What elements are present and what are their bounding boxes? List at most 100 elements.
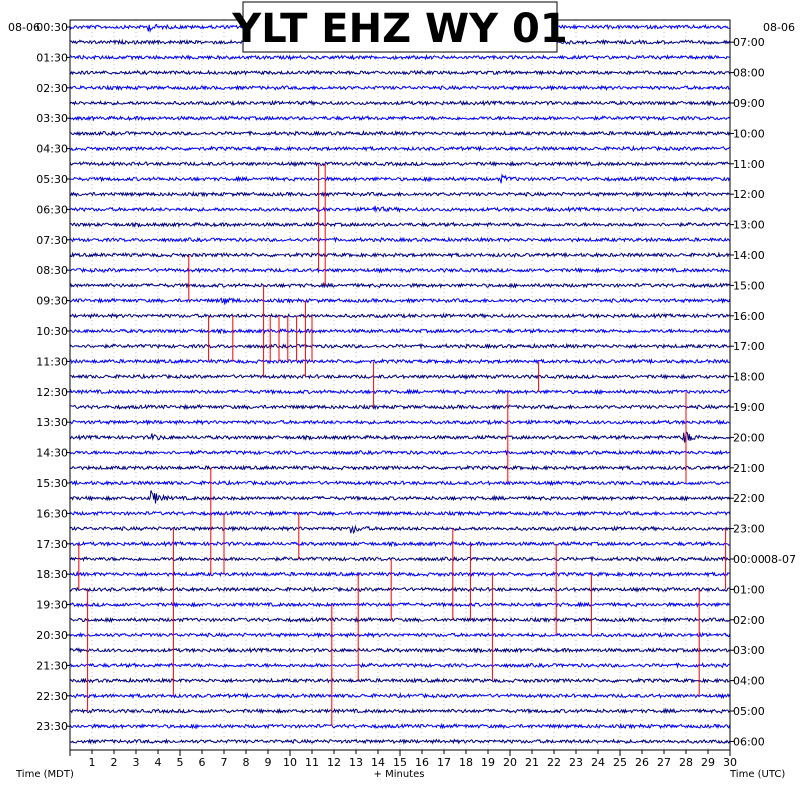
trace-line: [69, 69, 731, 76]
right-time-label: 21:00: [733, 462, 765, 475]
left-time-label: 10:30: [36, 325, 68, 338]
left-time-label: 00:30: [36, 21, 68, 34]
left-time-label: 07:30: [36, 234, 68, 247]
x-tick-label: 27: [657, 756, 671, 769]
trace-line: [69, 357, 731, 365]
trace-line: [69, 692, 731, 700]
trace-line: [69, 236, 731, 244]
right-time-label: 11:00: [733, 158, 765, 171]
x-tick-label: 12: [327, 756, 341, 769]
right-time-label: 03:00: [733, 644, 765, 657]
trace-line: [69, 662, 730, 669]
trace-line: [69, 115, 731, 122]
trace-line: [69, 431, 731, 443]
trace-line: [69, 173, 731, 184]
chart-title: YLT EHZ WY 01: [231, 6, 567, 52]
right-time-label: 17:00: [733, 340, 765, 353]
trace-line: [69, 570, 730, 578]
x-tick-label: 4: [155, 756, 162, 769]
right-time-label: 02:00: [733, 614, 765, 627]
x-tick-label: 9: [265, 756, 272, 769]
trace-line: [69, 281, 731, 289]
x-tick-label: 24: [591, 756, 605, 769]
trace-line: [69, 99, 731, 107]
left-date-label: 08-06: [8, 21, 40, 34]
right-time-label: 22:00: [733, 492, 765, 505]
x-axis-label: + Minutes: [374, 769, 425, 780]
left-time-label: 22:30: [36, 690, 68, 703]
left-time-label: 03:30: [36, 112, 68, 125]
left-time-label: 06:30: [36, 203, 68, 216]
trace-line: [69, 616, 730, 624]
trace-line: [69, 524, 731, 535]
right-date-label-mid: 08-07: [764, 553, 796, 566]
title-box: [242, 1, 558, 53]
trace-line: [69, 479, 730, 487]
x-tick-label: 16: [415, 756, 429, 769]
x-tick-label: 15: [393, 756, 407, 769]
x-tick-label: 26: [635, 756, 649, 769]
trace-line: [69, 160, 730, 168]
trace-line: [69, 388, 731, 396]
x-tick-label: 18: [459, 756, 473, 769]
right-time-label: 12:00: [733, 188, 765, 201]
right-time-label: 16:00: [733, 310, 765, 323]
x-tick-label: 11: [305, 756, 319, 769]
right-time-label: 08:00: [733, 67, 765, 80]
event-picks: [78, 163, 727, 727]
left-time-label: 21:30: [36, 659, 68, 672]
trace-line: [69, 84, 730, 92]
left-time-label: 20:30: [36, 629, 68, 642]
trace-line: [69, 600, 731, 608]
trace-line: [69, 418, 730, 426]
right-date-label-top: 08-06: [763, 21, 795, 34]
right-time-label: 01:00: [733, 583, 765, 596]
trace-line: [69, 267, 730, 274]
left-time-label: 08:30: [36, 264, 68, 277]
trace-line: [69, 190, 730, 198]
left-time-label: 18:30: [36, 568, 68, 581]
left-time-label: 04:30: [36, 143, 68, 156]
left-time-label: 13:30: [36, 416, 68, 429]
x-tick-label: 7: [221, 756, 228, 769]
right-time-labels: 07:00 08:00 09:00 10:00 11:00 12:00 13:00 14:00…: [730, 36, 796, 748]
x-tick-label: 3: [133, 756, 140, 769]
right-time-label: 06:00: [733, 735, 765, 748]
x-tick-label: 14: [371, 756, 385, 769]
x-tick-label: 17: [437, 756, 451, 769]
right-time-label: 00:00: [733, 553, 765, 566]
trace-line: [69, 646, 731, 654]
x-tick-label: 8: [243, 756, 250, 769]
grid-lines: [91, 20, 709, 750]
x-tick-label: 20: [503, 756, 517, 769]
trace-line: [69, 510, 731, 517]
x-tick-label: 1: [89, 756, 96, 769]
x-tick-label: 2: [111, 756, 118, 769]
trace-line: [69, 490, 731, 504]
right-time-label: 13:00: [733, 219, 765, 232]
x-tick-label: 5: [177, 756, 184, 769]
trace-line: [69, 129, 731, 137]
right-time-label: 14:00: [733, 249, 765, 262]
x-tick-label: 30: [723, 756, 737, 769]
left-time-label: 19:30: [36, 599, 68, 612]
left-axis-label: Time (MDT): [15, 769, 74, 780]
left-time-labels: 00:30 01:30 02:30 03:30 04:30 05:30 06:30 07:30…: [36, 21, 70, 733]
trace-line: [69, 555, 730, 563]
x-tick-label: 10: [283, 756, 297, 769]
trace-line: [69, 144, 731, 153]
trace-line: [69, 631, 731, 639]
x-tick-label: 21: [525, 756, 539, 769]
left-time-label: 09:30: [36, 295, 68, 308]
trace-line: [69, 205, 731, 213]
left-time-label: 16:30: [36, 507, 68, 520]
trace-line: [69, 403, 731, 411]
trace-line: [69, 677, 730, 684]
trace-line: [69, 449, 731, 457]
x-tick-label: 19: [481, 756, 495, 769]
x-tick-label: 6: [199, 756, 206, 769]
right-time-label: 10:00: [733, 127, 765, 140]
right-time-label: 04:00: [733, 675, 765, 688]
right-time-label: 05:00: [733, 705, 765, 718]
